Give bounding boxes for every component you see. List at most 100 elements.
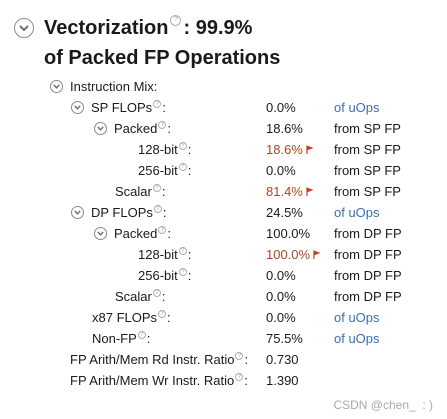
label-colon: : <box>162 100 166 115</box>
help-icon[interactable]: ? <box>158 225 167 234</box>
flag-icon <box>306 145 314 154</box>
label-colon: : <box>167 310 171 325</box>
help-icon[interactable]: ? <box>235 372 244 381</box>
metric-value: 0.0% <box>266 265 296 286</box>
watermark-text: CSDN @chen_ : ) <box>333 398 433 412</box>
metric-label: DP FLOPs <box>91 205 153 220</box>
metric-row-sp-128: 128-bit?: 18.6% from SP FP <box>0 139 447 160</box>
help-icon[interactable]: ? <box>170 14 182 26</box>
metric-basis-link[interactable]: of uOps <box>334 310 380 325</box>
help-icon[interactable]: ? <box>178 162 187 171</box>
metric-label-wrapper: FP Arith/Mem Wr Instr. Ratio?: <box>70 370 248 391</box>
metric-label: 128-bit <box>138 142 178 157</box>
metric-value-text: 0.0% <box>266 163 296 178</box>
help-icon[interactable]: ? <box>137 330 146 339</box>
metric-label: Packed <box>114 226 158 241</box>
metric-row-dp-256: 256-bit?: 0.0% from DP FP <box>0 265 447 286</box>
label-colon: : <box>162 205 167 220</box>
instruction-mix-tree: Instruction Mix: SP FLOPs?: 0.0% of uOps Pac… <box>0 76 447 391</box>
metric-label: x87 FLOPs <box>92 310 158 325</box>
metric-value: 100.0% <box>266 244 321 265</box>
metric-value-text: 0.0% <box>266 310 296 325</box>
metric-value-text: 18.6% <box>266 142 303 157</box>
metric-value: 81.4% <box>266 181 314 202</box>
help-icon[interactable]: ? <box>178 267 187 276</box>
metric-label-wrapper: FP Arith/Mem Rd Instr. Ratio?: <box>70 349 248 370</box>
metric-value: 0.730 <box>266 349 299 370</box>
metric-value-text: 100.0% <box>266 247 311 262</box>
help-icon[interactable]: ? <box>158 120 167 129</box>
label-colon: : <box>244 373 248 388</box>
label-colon: : <box>161 184 166 199</box>
metric-row-non-fp: Non-FP?: 75.5% of uOps <box>0 328 447 349</box>
metric-value-text: 18.6% <box>266 121 303 136</box>
collapse-sp-flops-button[interactable] <box>71 101 84 114</box>
metric-value-text: 100.0% <box>266 226 311 241</box>
flag-icon <box>303 139 314 160</box>
metric-row-wr-ratio: FP Arith/Mem Wr Instr. Ratio?: 1.390 <box>0 370 447 391</box>
metric-value-text: 75.5% <box>266 331 303 346</box>
chevron-down-icon <box>53 84 60 89</box>
metric-basis: from SP FP <box>334 163 401 178</box>
chevron-down-icon <box>74 210 81 215</box>
label-colon: : <box>187 247 192 262</box>
help-icon[interactable]: ? <box>178 141 187 150</box>
metric-row-sp-flops: SP FLOPs?: 0.0% of uOps <box>0 97 447 118</box>
metric-row-dp-flops: DP FLOPs?: 24.5% of uOps <box>0 202 447 223</box>
metric-basis: from DP FP <box>334 226 402 241</box>
help-icon[interactable]: ? <box>153 204 162 213</box>
vectorization-header: Vectorization ? : 99.9% of Packed FP Ope… <box>14 13 280 73</box>
metric-row-sp-scalar: Scalar?: 81.4% from SP FP <box>0 181 447 202</box>
collapse-sp-packed-button[interactable] <box>94 122 107 135</box>
collapse-dp-packed-button[interactable] <box>94 227 107 240</box>
help-icon[interactable]: ? <box>152 183 161 192</box>
metric-basis-link[interactable]: of uOps <box>334 100 380 115</box>
title-value: : 99.9% <box>183 17 253 39</box>
metric-value-text: 24.5% <box>266 205 303 220</box>
metric-value-text: 81.4% <box>266 184 303 199</box>
chevron-down-icon <box>97 231 104 236</box>
help-icon[interactable]: ? <box>153 99 162 108</box>
metric-row-dp-packed: Packed?: 100.0% from DP FP <box>0 223 447 244</box>
metric-row-instruction-mix: Instruction Mix: <box>0 76 447 97</box>
collapse-dp-flops-button[interactable] <box>71 206 84 219</box>
metric-basis: from DP FP <box>334 247 402 262</box>
help-icon[interactable]: ? <box>178 246 187 255</box>
collapse-instruction-mix-button[interactable] <box>50 80 63 93</box>
metric-label-wrapper: Scalar?: <box>115 286 165 307</box>
chevron-down-icon <box>19 25 29 32</box>
collapse-vectorization-button[interactable] <box>14 18 34 38</box>
metric-label-wrapper: Packed?: <box>94 118 171 139</box>
metric-label-wrapper: SP FLOPs?: <box>71 97 166 118</box>
help-icon[interactable]: ? <box>152 288 161 297</box>
help-icon[interactable]: ? <box>235 351 244 360</box>
metric-value-text: 0.0% <box>266 100 296 115</box>
metric-basis-link[interactable]: of uOps <box>334 331 380 346</box>
metric-value: 0.0% <box>266 97 296 118</box>
metric-basis-link[interactable]: of uOps <box>334 205 380 220</box>
flag-icon <box>303 181 314 202</box>
metric-row-sp-packed: Packed?: 18.6% from SP FP <box>0 118 447 139</box>
label-colon: : <box>187 142 192 157</box>
metric-row-dp-128: 128-bit?: 100.0% from DP FP <box>0 244 447 265</box>
help-icon[interactable]: ? <box>158 309 167 318</box>
metric-label-wrapper: 128-bit?: <box>138 244 191 265</box>
metric-label-wrapper: Non-FP?: <box>92 328 150 349</box>
metric-value: 0.0% <box>266 160 296 181</box>
label-colon: : <box>244 352 249 367</box>
metric-label: Instruction Mix: <box>70 79 158 94</box>
metric-basis: from DP FP <box>334 289 402 304</box>
metric-value-text: 1.390 <box>266 373 299 388</box>
metric-value: 0.0% <box>266 286 296 307</box>
metric-value: 75.5% <box>266 328 303 349</box>
metric-value: 18.6% <box>266 118 303 139</box>
metric-label: 128-bit <box>138 247 178 262</box>
metric-row-rd-ratio: FP Arith/Mem Rd Instr. Ratio?: 0.730 <box>0 349 447 370</box>
metric-label-wrapper: Instruction Mix: <box>50 76 157 97</box>
metric-value: 18.6% <box>266 139 314 160</box>
metric-label-wrapper: x87 FLOPs?: <box>92 307 171 328</box>
flag-icon <box>306 187 314 196</box>
label-colon: : <box>167 226 171 241</box>
metric-row-sp-256: 256-bit?: 0.0% from SP FP <box>0 160 447 181</box>
metric-value-text: 0.0% <box>266 289 296 304</box>
